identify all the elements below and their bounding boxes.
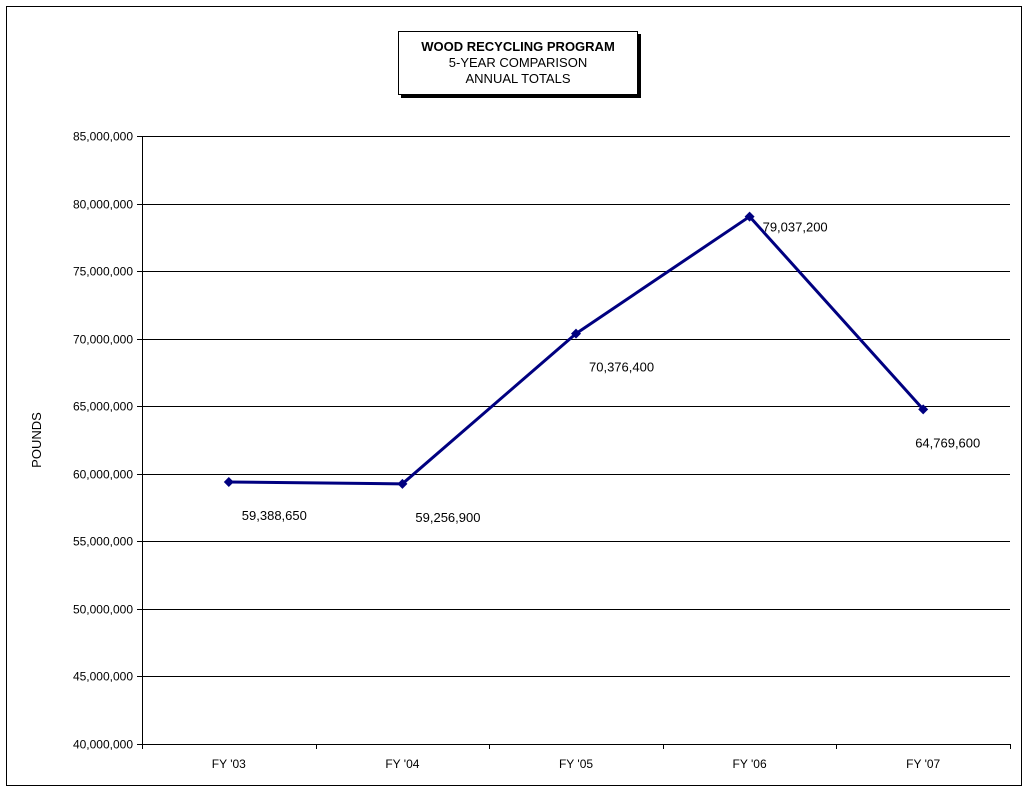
data-point-marker bbox=[744, 211, 755, 222]
data-label: 70,376,400 bbox=[589, 360, 654, 375]
x-tick-label: FY '05 bbox=[559, 757, 593, 771]
y-tick-label: 70,000,000 bbox=[73, 333, 133, 347]
data-point-marker bbox=[223, 477, 234, 488]
data-label: 59,256,900 bbox=[415, 510, 480, 525]
y-tick-label: 85,000,000 bbox=[73, 130, 133, 144]
y-tick-label: 65,000,000 bbox=[73, 400, 133, 414]
data-point-marker bbox=[918, 404, 929, 415]
data-point-marker bbox=[397, 478, 408, 489]
y-tick-label: 60,000,000 bbox=[73, 468, 133, 482]
chart-subtitle-1: 5-YEAR COMPARISON bbox=[448, 55, 588, 70]
y-axis-label: POUNDS bbox=[29, 412, 44, 468]
data-point-marker bbox=[571, 328, 581, 339]
data-label: 64,769,600 bbox=[915, 435, 980, 450]
data-label: 79,037,200 bbox=[763, 220, 828, 235]
gridlines bbox=[142, 136, 1010, 677]
y-tick-label: 40,000,000 bbox=[73, 738, 133, 752]
chart-subtitle-2: ANNUAL TOTALS bbox=[465, 71, 571, 86]
chart-title: WOOD RECYCLING PROGRAM bbox=[421, 39, 615, 54]
y-tick-label: 45,000,000 bbox=[73, 670, 133, 684]
y-tick-labels: 40,000,000 45,000,000 50,000,000 55,000,000… bbox=[73, 130, 133, 752]
x-tick-label: FY '03 bbox=[212, 757, 246, 771]
axes bbox=[137, 136, 1011, 749]
chart-title-box: WOOD RECYCLING PROGRAM 5-YEAR COMPARISON… bbox=[398, 31, 638, 95]
data-label: 59,388,650 bbox=[242, 508, 307, 523]
x-tick-label: FY '07 bbox=[906, 757, 940, 771]
y-tick-label: 75,000,000 bbox=[73, 265, 133, 279]
y-tick-label: 55,000,000 bbox=[73, 535, 133, 549]
x-tick-labels: FY '03 FY '04 FY '05 FY '06 FY '07 bbox=[212, 757, 941, 771]
series bbox=[223, 211, 929, 489]
y-tick-label: 80,000,000 bbox=[73, 198, 133, 212]
data-labels: 59,388,650 59,256,900 70,376,400 79,037,200… bbox=[242, 220, 980, 525]
x-tick-label: FY '06 bbox=[733, 757, 767, 771]
x-tick-label: FY '04 bbox=[385, 757, 419, 771]
series-line bbox=[228, 215, 925, 486]
y-tick-label: 50,000,000 bbox=[73, 603, 133, 617]
